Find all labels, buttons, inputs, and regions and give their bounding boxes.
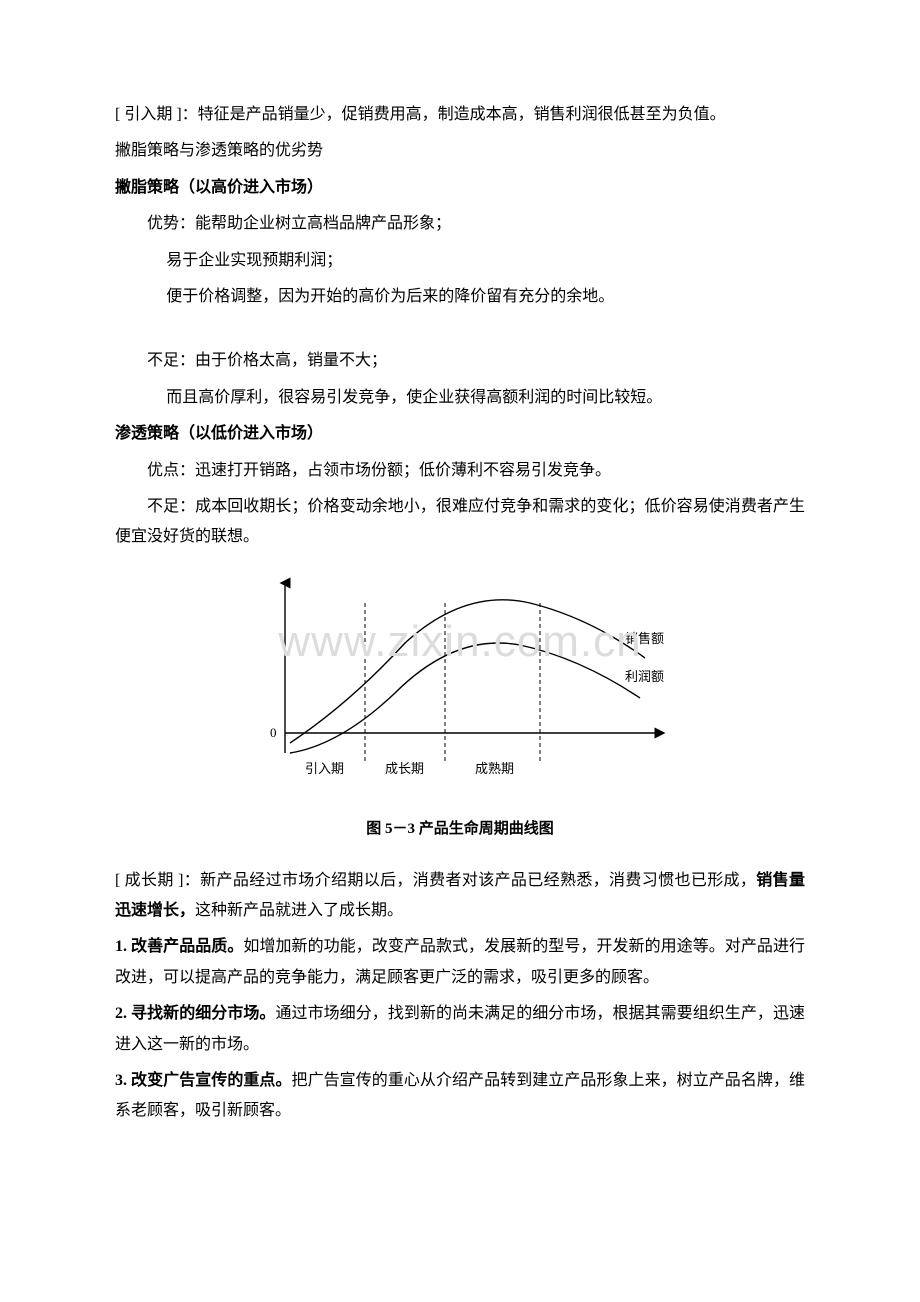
svg-text:引入期: 引入期 (305, 761, 344, 776)
point-2-title: 2. 寻找新的细分市场。 (115, 1005, 275, 1022)
svg-text:成熟期: 成熟期 (475, 761, 514, 776)
point-1: 1. 改善产品品质。如增加新的功能，改变产品款式，发展新的型号，开发新的用途等。… (115, 932, 805, 993)
chart-caption: 图 5－3 产品生命周期曲线图 (115, 815, 805, 844)
pen-dis: 不足：成本回收期长；价格变动余地小，很难应付竞争和需求的变化；低价容易使消费者产… (115, 492, 805, 553)
skim-title: 撇脂策略（以高价进入市场） (115, 173, 805, 203)
svg-text:成长期: 成长期 (385, 761, 424, 776)
point-2: 2. 寻找新的细分市场。通过市场细分，找到新的尚未满足的细分市场，根据其需要组织… (115, 999, 805, 1060)
point-1-title: 1. 改善产品品质。 (115, 938, 243, 955)
svg-text:利润额: 利润额 (625, 669, 664, 684)
compare-heading: 撇脂策略与渗透策略的优劣势 (115, 136, 805, 166)
pen-title: 渗透策略（以低价进入市场） (115, 419, 805, 449)
growth-paragraph: [ 成长期 ]：新产品经过市场介绍期以后，消费者对该产品已经熟悉，消费习惯也已形… (115, 866, 805, 927)
point-3-title: 3. 改变广告宣传的重点。 (115, 1072, 292, 1089)
skim-adv-3: 便于价格调整，因为开始的高价为后来的降价留有充分的余地。 (115, 282, 805, 312)
growth-text-1: [ 成长期 ]：新产品经过市场介绍期以后，消费者对该产品已经熟悉，消费习惯也已形… (115, 872, 756, 889)
svg-text:0: 0 (270, 725, 277, 740)
intro-paragraph: [ 引入期 ]：特征是产品销量少，促销费用高，制造成本高，销售利润很低甚至为负值… (115, 100, 805, 130)
point-3: 3. 改变广告宣传的重点。把广告宣传的重心从介绍产品转到建立产品形象上来，树立产… (115, 1066, 805, 1127)
skim-dis-2: 而且高价厚利，很容易引发竞争，使企业获得高额利润的时间比较短。 (115, 383, 805, 413)
lifecycle-chart: 销售额 利润额 0 引入期 成长期 成熟期 (115, 573, 805, 809)
svg-text:销售额: 销售额 (625, 631, 664, 646)
skim-dis-1: 不足：由于价格太高，销量不大； (115, 346, 805, 376)
skim-adv-2: 易于企业实现预期利润； (115, 246, 805, 276)
pen-adv: 优点：迅速打开销路，占领市场份额；低价薄利不容易引发竞争。 (115, 456, 805, 486)
growth-text-2: 这种新产品就进入了成长期。 (195, 902, 403, 919)
skim-adv-1: 优势：能帮助企业树立高档品牌产品形象； (115, 209, 805, 239)
